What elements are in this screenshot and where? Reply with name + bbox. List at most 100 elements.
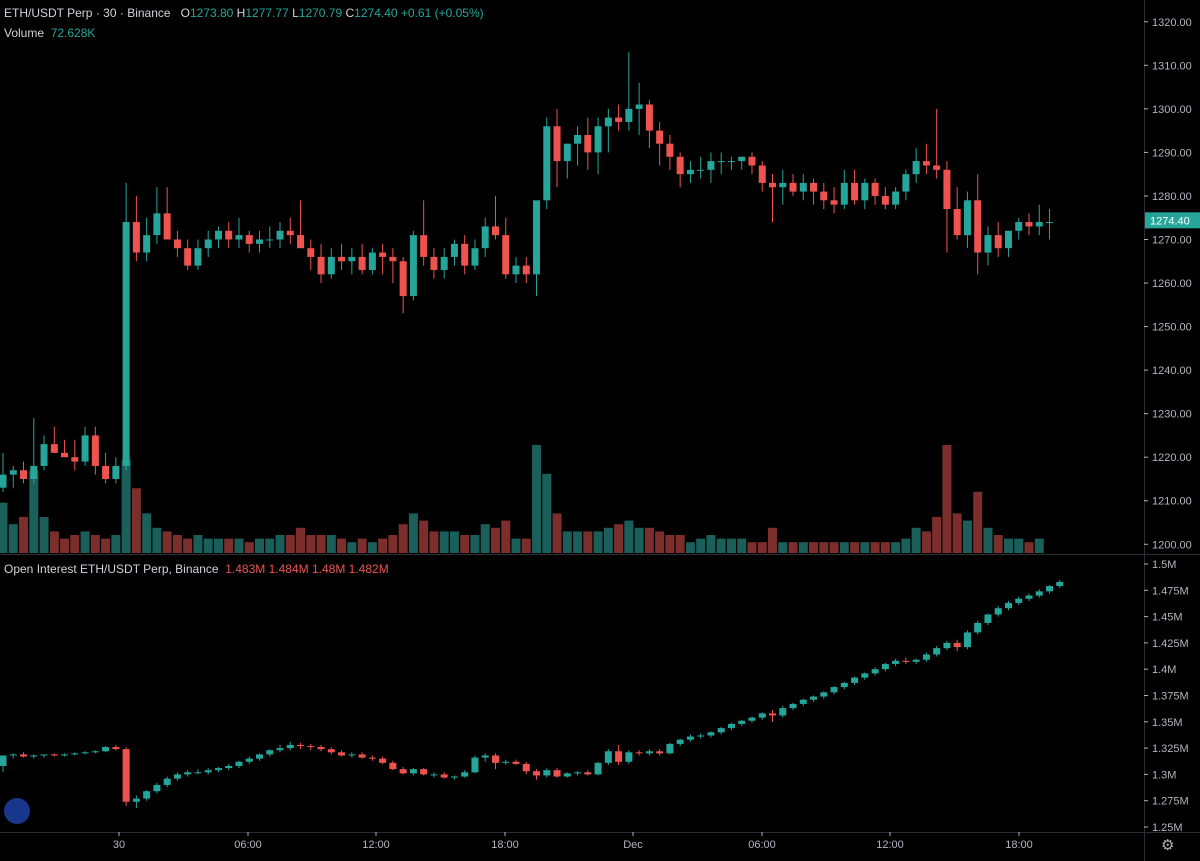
oi-candle[interactable] [543, 770, 551, 776]
price-candle[interactable] [235, 235, 243, 240]
oi-candle[interactable] [789, 703, 797, 709]
oi-candle[interactable] [553, 770, 561, 777]
oi-candle[interactable] [686, 736, 694, 740]
oi-candle[interactable] [697, 735, 705, 737]
price-candle[interactable] [348, 256, 356, 262]
price-candle[interactable] [799, 182, 807, 192]
price-candle[interactable] [543, 126, 551, 201]
price-candle[interactable] [789, 182, 797, 192]
price-candle[interactable] [40, 444, 48, 466]
gear-icon[interactable]: ⚙ [1161, 837, 1175, 854]
price-candle[interactable] [61, 452, 69, 458]
price-candle[interactable] [820, 191, 828, 201]
oi-candle[interactable] [184, 772, 192, 775]
price-candle[interactable] [409, 235, 417, 297]
oi-candle[interactable] [717, 728, 725, 733]
oi-candle[interactable] [112, 747, 120, 750]
price-candle[interactable] [963, 200, 971, 236]
price-candle[interactable] [379, 252, 387, 257]
open-interest-label[interactable]: Open Interest ETH/USDT Perp, Binance [4, 562, 219, 576]
price-candle[interactable] [389, 256, 397, 262]
oi-candle[interactable] [61, 754, 69, 756]
price-candle[interactable] [358, 256, 366, 270]
oi-candle[interactable] [297, 744, 305, 746]
price-candle[interactable] [266, 239, 274, 241]
oi-candle[interactable] [81, 752, 89, 754]
price-candle[interactable] [317, 256, 325, 275]
oi-candle[interactable] [327, 749, 335, 753]
oi-candle[interactable] [974, 622, 982, 633]
oi-candle[interactable] [348, 754, 356, 756]
price-candle[interactable] [748, 156, 756, 166]
price-candle[interactable] [1035, 222, 1043, 227]
price-candle[interactable] [163, 213, 171, 240]
price-candle[interactable] [881, 195, 889, 205]
price-candle[interactable] [461, 243, 469, 266]
oi-candle[interactable] [594, 762, 602, 775]
oi-candle[interactable] [666, 743, 674, 754]
volume-label[interactable]: Volume [4, 26, 45, 40]
price-candle[interactable] [245, 235, 253, 244]
oi-candle[interactable] [368, 757, 376, 759]
oi-candle[interactable] [40, 754, 48, 756]
oi-candle[interactable] [102, 747, 110, 752]
oi-candle[interactable] [563, 773, 571, 777]
oi-candle[interactable] [522, 763, 530, 772]
oi-candle[interactable] [922, 654, 930, 660]
price-candle[interactable] [686, 169, 694, 175]
price-candle[interactable] [522, 265, 530, 275]
price-candle[interactable] [717, 161, 725, 163]
oi-candle[interactable] [953, 642, 961, 648]
oi-candle[interactable] [840, 682, 848, 688]
oi-candle[interactable] [1025, 595, 1033, 599]
price-candle[interactable] [594, 126, 602, 153]
price-candle[interactable] [20, 470, 28, 479]
oi-candle[interactable] [471, 757, 479, 773]
price-candle[interactable] [112, 465, 120, 479]
oi-candle[interactable] [1035, 591, 1043, 596]
oi-candle[interactable] [615, 751, 623, 762]
price-candle[interactable] [697, 169, 705, 171]
oi-candle[interactable] [163, 778, 171, 785]
price-candle[interactable] [645, 104, 653, 131]
tradingview-logo-icon[interactable] [4, 798, 30, 824]
oi-candle[interactable] [963, 632, 971, 648]
price-candle[interactable] [1004, 230, 1012, 249]
oi-candle[interactable] [758, 713, 766, 718]
oi-candle[interactable] [635, 752, 643, 754]
price-candle[interactable] [1025, 222, 1033, 227]
price-candle[interactable] [912, 161, 920, 175]
price-candle[interactable] [584, 134, 592, 153]
oi-candle[interactable] [902, 660, 910, 662]
price-candle[interactable] [307, 248, 315, 257]
price-candle[interactable] [30, 465, 38, 479]
oi-candle[interactable] [625, 752, 633, 762]
price-candle[interactable] [563, 143, 571, 162]
price-candle[interactable] [635, 104, 643, 109]
oi-candle[interactable] [574, 772, 582, 774]
price-candle[interactable] [153, 213, 161, 236]
oi-candle[interactable] [266, 750, 274, 755]
oi-candle[interactable] [143, 791, 151, 799]
price-candle[interactable] [420, 235, 428, 257]
oi-candle[interactable] [707, 732, 715, 736]
oi-candle[interactable] [656, 751, 664, 754]
price-candle[interactable] [953, 209, 961, 236]
oi-candle[interactable] [276, 748, 284, 751]
price-candle[interactable] [615, 117, 623, 122]
price-candle[interactable] [173, 239, 181, 249]
price-candle[interactable] [656, 130, 664, 144]
price-candle[interactable] [399, 261, 407, 297]
oi-candle[interactable] [286, 744, 294, 749]
price-candle[interactable] [738, 156, 746, 162]
price-candle[interactable] [132, 222, 140, 253]
oi-candle[interactable] [727, 723, 735, 729]
price-candle[interactable] [994, 235, 1002, 249]
oi-candle[interactable] [379, 758, 387, 763]
price-candle[interactable] [50, 444, 58, 453]
interval[interactable]: 30 [103, 6, 117, 20]
price-candle[interactable] [707, 161, 715, 170]
oi-candle[interactable] [512, 761, 520, 764]
oi-candle[interactable] [645, 751, 653, 754]
oi-candle[interactable] [604, 751, 612, 763]
